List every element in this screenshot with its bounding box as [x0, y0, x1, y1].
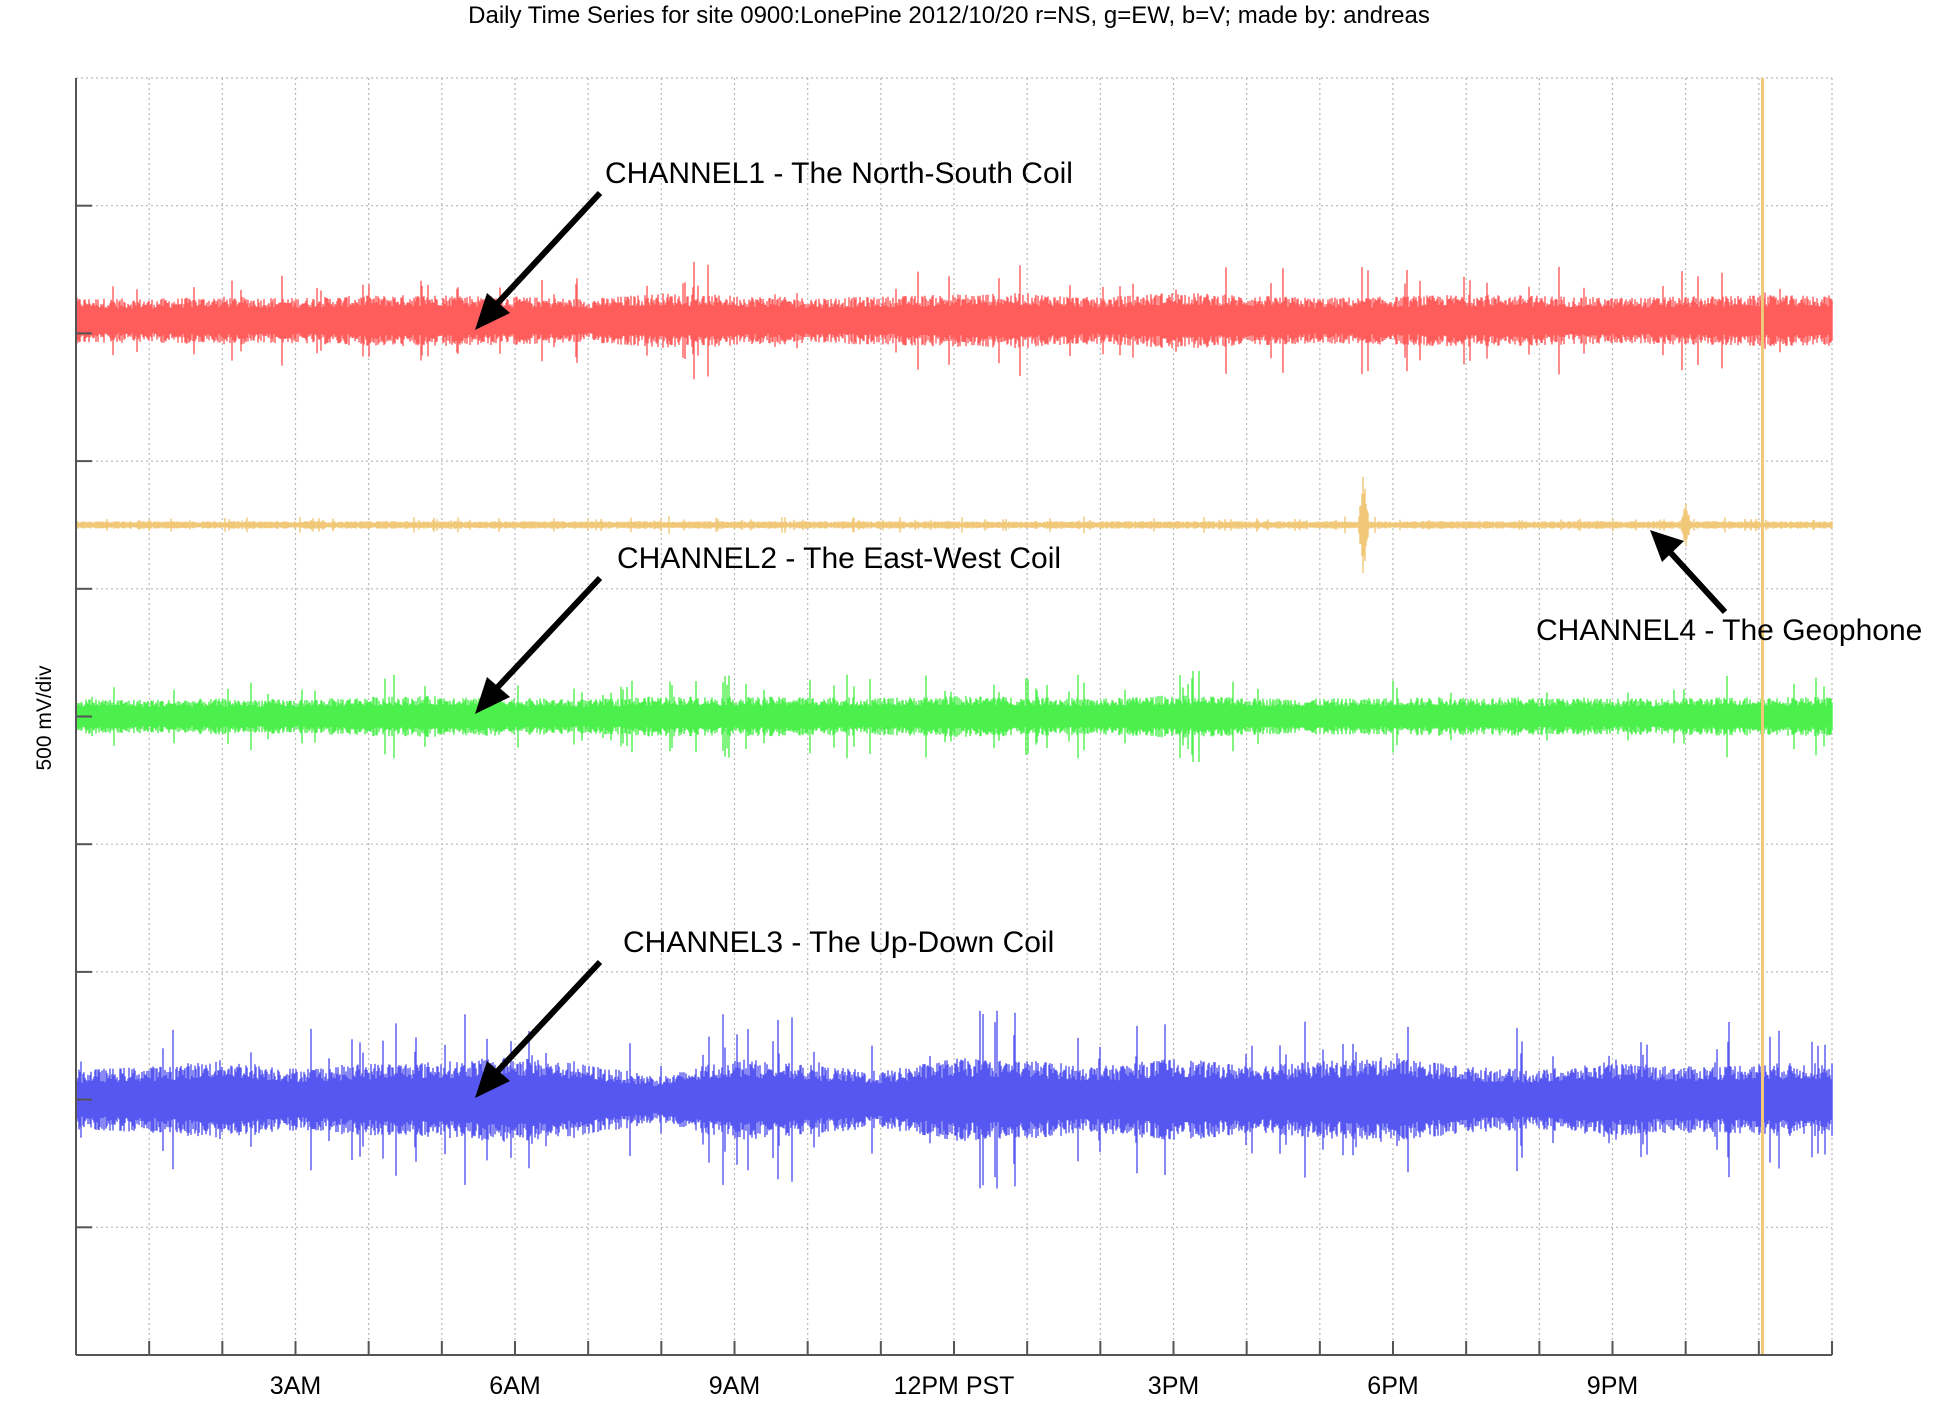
series-layer: [75, 78, 1833, 1355]
annotation-ns-label: CHANNEL1 - The North-South Coil: [605, 157, 1073, 190]
y-axis-label: 500 mV/div: [33, 665, 56, 771]
x-tick-label: 6PM: [1367, 1372, 1418, 1400]
arrow-ud: [475, 959, 603, 1098]
arrow-ns: [475, 190, 603, 330]
arrow-geo: [1650, 530, 1728, 615]
annotation-ew-label: CHANNEL2 - The East-West Coil: [617, 542, 1061, 575]
annotations: CHANNEL1 - The North-South Coil CHANNEL2…: [475, 157, 1922, 1098]
arrow-ew: [475, 575, 603, 714]
series-ud: [75, 1010, 1833, 1189]
annotation-geo-label: CHANNEL4 - The Geophone: [1536, 614, 1922, 647]
x-tick-label: 3AM: [270, 1372, 321, 1400]
x-tick-label: 9PM: [1587, 1372, 1638, 1400]
x-tick-label: 12PM PST: [894, 1372, 1015, 1400]
x-tick-label: 9AM: [709, 1372, 760, 1400]
x-tick-labels: 3AM 6AM 9AM 12PM PST 3PM 6PM 9PM: [270, 1372, 1638, 1400]
x-tick-label: 3PM: [1148, 1372, 1199, 1400]
annotation-ud-label: CHANNEL3 - The Up-Down Coil: [623, 926, 1054, 959]
series-ud-trace: [75, 1010, 1833, 1189]
x-tick-label: 6AM: [489, 1372, 540, 1400]
chart-title: Daily Time Series for site 0900:LonePine…: [468, 2, 1430, 29]
axes: [75, 78, 1833, 1356]
